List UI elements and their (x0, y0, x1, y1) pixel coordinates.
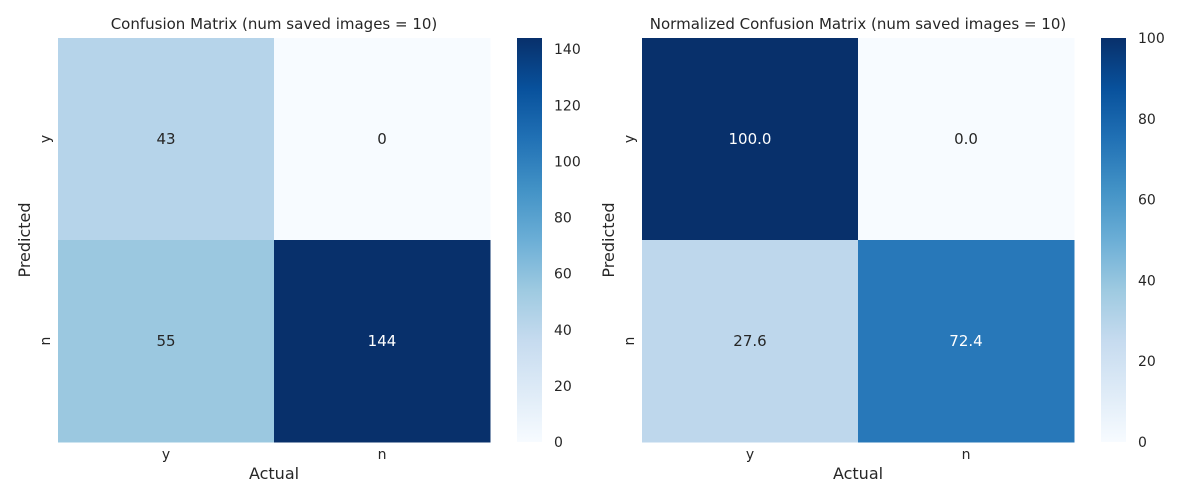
y-tick-labels: yn (622, 135, 638, 346)
cell-value-label: 55 (156, 332, 175, 350)
y-axis-label: Predicted (15, 202, 34, 277)
normalized-confusion-matrix-panel: Normalized Confusion Matrix (num saved i… (599, 15, 1165, 483)
y-tick-label: y (38, 135, 54, 143)
colorbar-tick-label: 20 (1138, 354, 1156, 370)
heatmap-cell (642, 240, 859, 443)
colorbar-tick-label: 80 (1138, 112, 1156, 128)
cell-value-label: 43 (156, 130, 175, 148)
cell-value-label: 72.4 (949, 332, 982, 350)
y-tick-label: n (38, 337, 54, 346)
colorbar-tick-label: 140 (554, 42, 581, 58)
colorbar-tick-label: 40 (554, 323, 572, 339)
colorbar-tick-label: 20 (554, 379, 572, 395)
colorbar: 0 20 40 60 80 100 120 140 (517, 38, 581, 451)
x-tick-label: y (162, 447, 170, 463)
heatmap-cell (642, 38, 859, 241)
colorbar: 0 20 40 60 80 100 (1101, 31, 1165, 451)
heatmap-cell (58, 38, 275, 241)
colorbar-tick-labels: 0 20 40 60 80 100 (1138, 31, 1165, 451)
cell-value-label: 144 (368, 332, 397, 350)
cell-value-label: 100.0 (729, 130, 772, 148)
colorbar-tick-label: 80 (554, 211, 572, 227)
y-axis-label: Predicted (599, 202, 618, 277)
colorbar-tick-label: 100 (1138, 31, 1165, 47)
heatmap-cells: 100.0 0.0 27.6 72.4 (642, 38, 1075, 443)
colorbar-gradient (1101, 38, 1126, 442)
colorbar-tick-label: 100 (554, 154, 581, 170)
colorbar-tick-label: 120 (554, 98, 581, 114)
heatmap-cell (58, 240, 275, 443)
cell-value-label: 0 (377, 130, 387, 148)
heatmap-cell (858, 38, 1075, 241)
y-tick-label: y (622, 135, 638, 143)
x-tick-label: n (962, 447, 971, 463)
y-tick-label: n (622, 337, 638, 346)
x-tick-label: n (378, 447, 387, 463)
colorbar-tick-label: 60 (554, 267, 572, 283)
confusion-matrix-panel: Confusion Matrix (num saved images = 10)… (15, 15, 581, 483)
x-axis-label: Actual (833, 464, 883, 483)
x-axis-label: Actual (249, 464, 299, 483)
cell-value-label: 0.0 (954, 130, 978, 148)
heatmap-cells: 43 0 55 144 (58, 38, 491, 443)
colorbar-gradient (517, 38, 542, 442)
heatmap-cell (274, 38, 491, 241)
colorbar-tick-label: 40 (1138, 273, 1156, 289)
chart-title: Confusion Matrix (num saved images = 10) (111, 15, 438, 33)
chart-title: Normalized Confusion Matrix (num saved i… (650, 15, 1066, 33)
colorbar-tick-labels: 0 20 40 60 80 100 120 140 (554, 42, 581, 451)
colorbar-tick-label: 0 (1138, 435, 1147, 451)
y-tick-labels: yn (38, 135, 54, 346)
heatmap-cell (274, 240, 491, 443)
colorbar-tick-label: 60 (1138, 193, 1156, 209)
colorbar-tick-label: 0 (554, 435, 563, 451)
heatmap-cell (858, 240, 1075, 443)
cell-value-label: 27.6 (733, 332, 766, 350)
x-tick-label: y (746, 447, 754, 463)
